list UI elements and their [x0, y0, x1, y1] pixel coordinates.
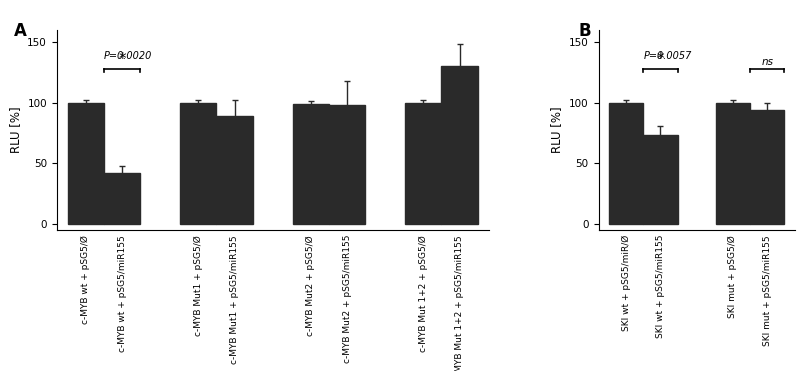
Bar: [750, 110, 784, 224]
Text: ns: ns: [762, 57, 773, 67]
Bar: [67, 102, 104, 224]
Bar: [217, 116, 253, 224]
Text: *: *: [118, 52, 126, 67]
Bar: [715, 102, 750, 224]
Text: A: A: [14, 22, 27, 40]
Y-axis label: RLU [%]: RLU [%]: [551, 106, 564, 153]
Bar: [329, 105, 365, 224]
Bar: [609, 102, 643, 224]
Bar: [293, 104, 329, 224]
Bar: [104, 173, 140, 224]
Y-axis label: RLU [%]: RLU [%]: [9, 106, 22, 153]
Bar: [441, 66, 478, 224]
Text: P=0.0020: P=0.0020: [104, 51, 152, 61]
Bar: [180, 102, 217, 224]
Text: P=0.0057: P=0.0057: [643, 51, 692, 61]
Text: *: *: [657, 52, 664, 67]
Bar: [406, 102, 441, 224]
Bar: [643, 135, 678, 224]
Text: B: B: [579, 22, 591, 40]
